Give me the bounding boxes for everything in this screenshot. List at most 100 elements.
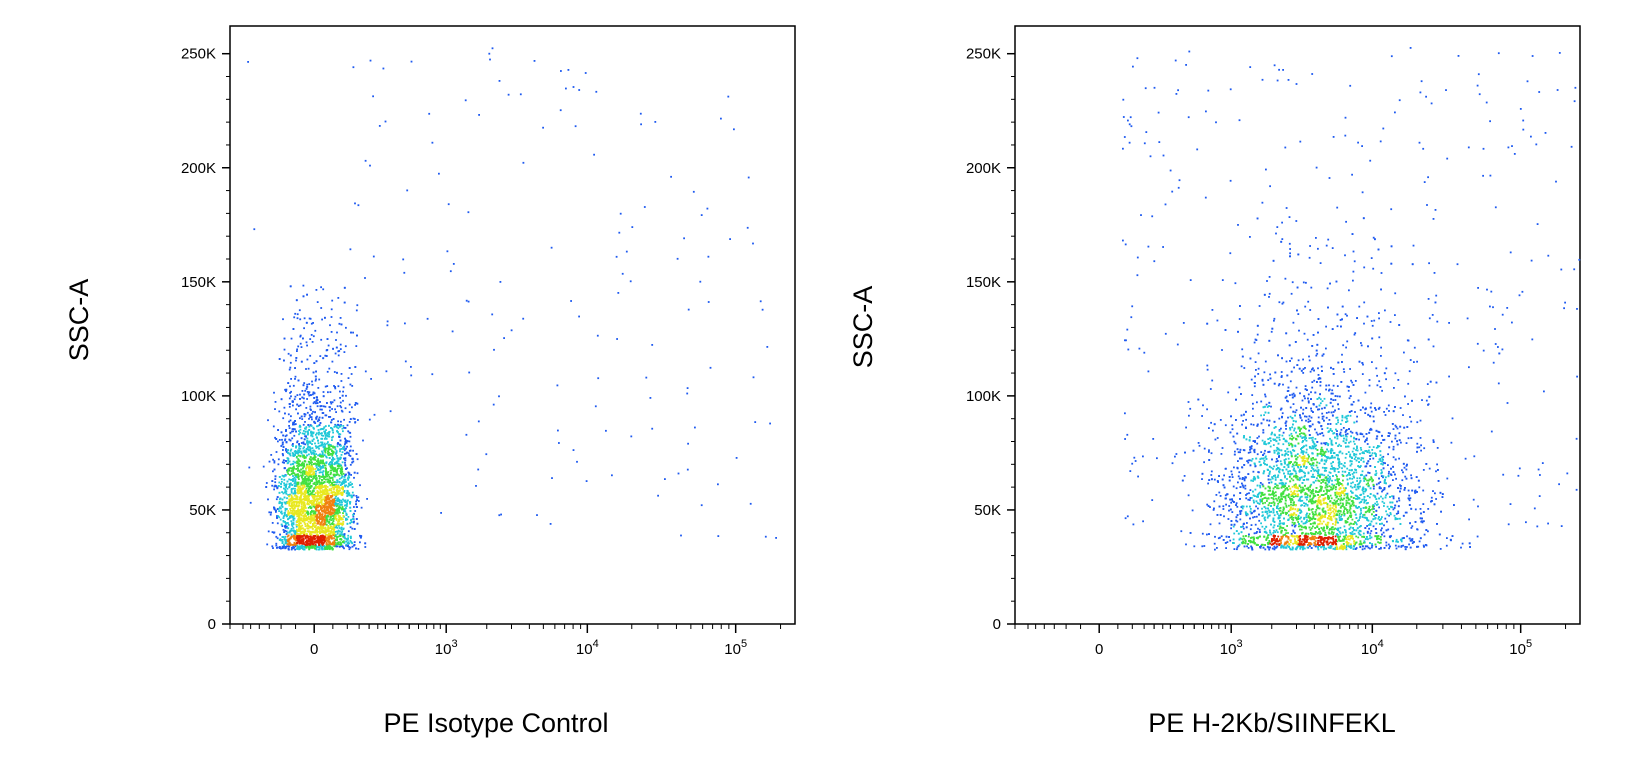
event-dot bbox=[311, 491, 314, 494]
event-dot bbox=[1422, 489, 1425, 492]
event-dot bbox=[289, 516, 292, 519]
event-dot bbox=[318, 495, 320, 498]
event-dot bbox=[312, 523, 314, 525]
event-dot bbox=[342, 535, 344, 538]
event-dot bbox=[1392, 445, 1395, 448]
event-dot bbox=[339, 390, 341, 393]
event-dot bbox=[352, 417, 355, 420]
event-dot bbox=[318, 498, 320, 501]
event-dot bbox=[327, 514, 330, 517]
event-dot bbox=[318, 444, 321, 447]
event-dot bbox=[328, 533, 331, 536]
event-dot bbox=[312, 505, 315, 508]
event-dot bbox=[314, 531, 316, 534]
event-dot bbox=[327, 547, 330, 549]
event-dot bbox=[316, 436, 318, 439]
event-dot bbox=[305, 435, 307, 438]
event-dot bbox=[297, 539, 299, 542]
event-dot bbox=[315, 447, 318, 449]
event-dot bbox=[327, 471, 330, 473]
event-dot bbox=[337, 507, 340, 510]
event-dot bbox=[333, 504, 335, 507]
event-dot bbox=[329, 523, 332, 526]
event-dot bbox=[313, 397, 316, 399]
event-dot bbox=[330, 461, 332, 463]
event-dot bbox=[286, 502, 289, 505]
event-dot bbox=[359, 536, 362, 539]
event-dot bbox=[297, 486, 300, 489]
event-dot bbox=[294, 479, 297, 482]
event-dot bbox=[276, 508, 279, 510]
event-dot bbox=[326, 486, 329, 488]
event-dot bbox=[338, 486, 340, 489]
event-dot bbox=[1237, 224, 1239, 226]
event-dot bbox=[1145, 131, 1148, 133]
event-dot bbox=[331, 517, 334, 520]
event-dot bbox=[1288, 216, 1291, 218]
event-dot bbox=[338, 543, 341, 546]
event-dot bbox=[324, 438, 326, 440]
event-dot bbox=[298, 460, 301, 463]
event-dot bbox=[754, 421, 757, 423]
event-dot bbox=[337, 463, 340, 466]
event-dot bbox=[1127, 119, 1129, 122]
event-dot bbox=[306, 358, 309, 361]
event-dot bbox=[303, 532, 305, 535]
event-dot bbox=[1394, 111, 1396, 114]
event-dot bbox=[310, 519, 312, 522]
event-dot bbox=[1243, 367, 1246, 369]
event-dot bbox=[327, 480, 330, 482]
event-dot bbox=[306, 446, 309, 449]
event-dot bbox=[336, 467, 339, 470]
event-dot bbox=[319, 526, 322, 529]
event-dot bbox=[297, 533, 300, 535]
event-dot bbox=[315, 502, 318, 505]
event-dot bbox=[302, 447, 305, 450]
event-dot bbox=[1450, 441, 1453, 444]
event-dot bbox=[319, 512, 321, 515]
event-dot bbox=[338, 516, 340, 518]
event-dot bbox=[295, 502, 298, 504]
event-dot bbox=[289, 454, 292, 457]
event-dot bbox=[282, 475, 285, 478]
event-dot bbox=[1130, 316, 1133, 319]
event-dot bbox=[346, 490, 349, 493]
event-dot bbox=[300, 514, 303, 517]
event-dot bbox=[337, 385, 340, 388]
event-dot bbox=[324, 521, 327, 524]
event-dot bbox=[325, 542, 328, 544]
event-dot bbox=[306, 510, 309, 513]
event-dot bbox=[320, 496, 323, 499]
event-dot bbox=[317, 486, 320, 489]
event-dot bbox=[311, 514, 314, 517]
event-dot bbox=[313, 471, 315, 474]
event-dot bbox=[336, 479, 339, 482]
event-dot bbox=[324, 514, 326, 517]
event-dot bbox=[351, 527, 354, 530]
event-dot bbox=[333, 542, 336, 545]
event-dot bbox=[350, 521, 353, 523]
event-dot bbox=[283, 538, 286, 541]
event-dot bbox=[300, 483, 303, 486]
event-dot bbox=[314, 506, 316, 509]
event-dot bbox=[314, 379, 317, 382]
event-dot bbox=[1352, 270, 1355, 273]
event-dot bbox=[1265, 168, 1267, 171]
event-dot bbox=[1149, 155, 1152, 158]
event-dot bbox=[298, 430, 300, 432]
event-dot bbox=[351, 385, 354, 387]
event-dot bbox=[343, 535, 346, 538]
event-dot bbox=[321, 479, 324, 482]
event-dot bbox=[289, 419, 292, 422]
event-dot bbox=[293, 428, 296, 431]
x-tick-label: 103 bbox=[435, 638, 458, 658]
event-dot bbox=[293, 546, 296, 549]
event-dot bbox=[332, 486, 334, 489]
event-dot bbox=[309, 526, 312, 528]
event-dot bbox=[289, 537, 292, 540]
event-dot bbox=[1370, 257, 1373, 259]
event-dot bbox=[1402, 414, 1404, 416]
event-dot bbox=[402, 258, 405, 261]
event-dot bbox=[368, 418, 371, 421]
event-dot bbox=[297, 490, 299, 492]
